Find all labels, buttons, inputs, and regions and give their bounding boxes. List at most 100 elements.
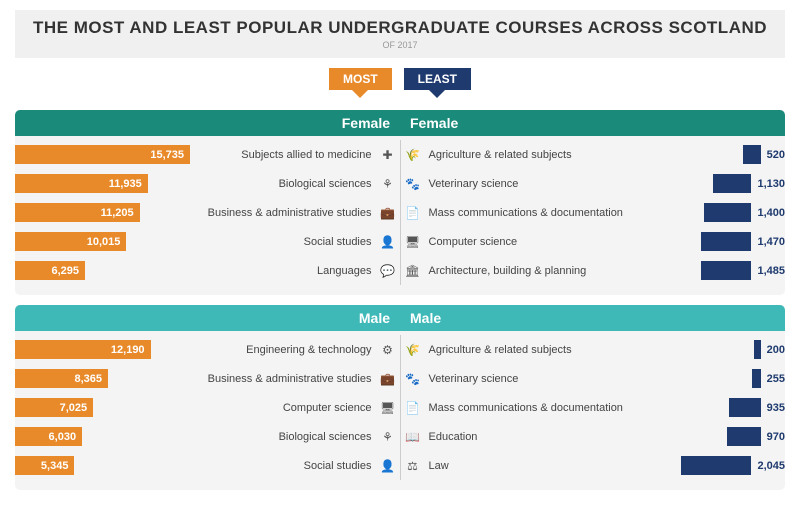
bar-value: 7,025 xyxy=(60,402,88,414)
course-label: Veterinary science xyxy=(423,373,681,385)
rows: 15,735Subjects allied to medicine✚ 🌾Agric… xyxy=(15,136,785,289)
bar-area xyxy=(681,369,761,388)
course-icon: 🏛 xyxy=(403,264,423,278)
course-icon: 🌾 xyxy=(403,343,423,357)
course-icon: 🐾 xyxy=(403,177,423,191)
table-row: 5,345 Social studies👤 ⚖Law2,045 xyxy=(15,451,785,480)
header-left-label: Female xyxy=(15,110,400,136)
table-row: 6,030Biological sciences⚘📖Education970 xyxy=(15,422,785,451)
row-least: 🌾Agriculture & related subjects520 xyxy=(403,145,786,164)
bar-area: 6,295 xyxy=(15,261,190,280)
divider xyxy=(400,198,401,227)
divider xyxy=(400,364,401,393)
course-label: Biological sciences xyxy=(190,431,378,443)
course-icon: 📖 xyxy=(403,430,423,444)
bar-value: 1,485 xyxy=(757,265,785,277)
row-least: 🖥Computer science1,470 xyxy=(403,232,786,251)
bar-value: 520 xyxy=(767,149,785,161)
course-icon: 🖥 xyxy=(378,401,398,415)
row-most: 7,025 Computer science🖥 xyxy=(15,398,398,417)
table-row: 7,025Computer science🖥📄Mass communicatio… xyxy=(15,393,785,422)
rows: 12,190Engineering & technology⚙🌾Agricult… xyxy=(15,331,785,484)
bar-most: 7,025 xyxy=(15,398,93,417)
bar-least xyxy=(752,369,761,388)
title-block: THE MOST AND LEAST POPULAR UNDERGRADUATE… xyxy=(15,10,785,58)
header-left-label: Male xyxy=(15,305,400,331)
course-label: Mass communications & documentation xyxy=(423,402,681,414)
page-subtitle: OF 2017 xyxy=(23,40,777,50)
course-icon: 💬 xyxy=(378,264,398,278)
course-label: Architecture, building & planning xyxy=(423,265,672,277)
row-most: 10,015Social studies👤 xyxy=(15,232,398,251)
row-most: 11,205 Business & administrative studies💼 xyxy=(15,203,398,222)
course-icon: 💼 xyxy=(378,372,398,386)
bar-value: 200 xyxy=(767,344,785,356)
row-most: 6,030Biological sciences⚘ xyxy=(15,427,398,446)
divider xyxy=(400,169,401,198)
bar-least xyxy=(701,261,752,280)
course-label: Veterinary science xyxy=(423,178,672,190)
legend-most-label: MOST xyxy=(329,68,392,90)
row-least: 📄Mass communications & documentation1,40… xyxy=(403,203,786,222)
bar-value: 6,295 xyxy=(51,265,79,277)
bar-most: 10,015 xyxy=(15,232,126,251)
bar-value: 5,345 xyxy=(41,460,69,472)
legend-least-label: LEAST xyxy=(404,68,471,90)
bar-value: 1,400 xyxy=(757,207,785,219)
bar-value: 2,045 xyxy=(757,460,785,472)
bar-most: 15,735 xyxy=(15,145,190,164)
bar-most: 6,030 xyxy=(15,427,82,446)
course-label: Biological sciences xyxy=(190,178,378,190)
bar-area: 7,025 xyxy=(15,398,190,417)
course-icon: ⚙ xyxy=(378,343,398,357)
divider xyxy=(400,451,401,480)
bar-area: 10,015 xyxy=(15,232,190,251)
page-title: THE MOST AND LEAST POPULAR UNDERGRADUATE… xyxy=(23,18,777,38)
course-label: Business & administrative studies xyxy=(190,207,378,219)
bar-least xyxy=(704,203,752,222)
bar-most: 12,190 xyxy=(15,340,151,359)
chevron-down-icon xyxy=(352,90,368,98)
table-row: 11,935Biological sciences⚘🐾Veterinary sc… xyxy=(15,169,785,198)
bar-area: 11,205 xyxy=(15,203,190,222)
section-header: MaleMale xyxy=(15,305,785,331)
row-least: 📄Mass communications & documentation935 xyxy=(403,398,786,417)
table-row: 8,365Business & administrative studies💼🐾… xyxy=(15,364,785,393)
legend-most: MOST xyxy=(329,68,392,98)
row-least: 🐾Veterinary science255 xyxy=(403,369,786,388)
row-most: 15,735Subjects allied to medicine✚ xyxy=(15,145,398,164)
table-row: 10,015Social studies👤 🖥Computer science1,… xyxy=(15,227,785,256)
bar-area xyxy=(671,456,751,475)
course-icon: 🖥 xyxy=(403,235,423,249)
bar-value: 8,365 xyxy=(75,373,103,385)
bar-least xyxy=(754,340,761,359)
course-label: Computer science xyxy=(190,402,378,414)
row-least: 🐾Veterinary science1,130 xyxy=(403,174,786,193)
bar-least xyxy=(701,232,751,251)
bar-area: 8,365 xyxy=(15,369,190,388)
course-label: Computer science xyxy=(423,236,672,248)
section-female: FemaleFemale15,735Subjects allied to med… xyxy=(15,110,785,295)
bar-value: 970 xyxy=(767,431,785,443)
course-icon: 👤 xyxy=(378,235,398,249)
course-label: Social studies xyxy=(190,460,378,472)
bar-area xyxy=(681,398,761,417)
bar-value: 11,205 xyxy=(101,207,134,219)
row-most: 12,190Engineering & technology⚙ xyxy=(15,340,398,359)
row-least: 📖Education 970 xyxy=(403,427,786,446)
course-label: Education xyxy=(423,431,681,443)
course-icon: 👤 xyxy=(378,459,398,473)
course-icon: ⚘ xyxy=(378,177,398,191)
bar-most: 5,345 xyxy=(15,456,74,475)
bar-value: 12,190 xyxy=(111,344,145,356)
course-icon: 💼 xyxy=(378,206,398,220)
header-right-label: Male xyxy=(400,305,785,331)
bar-area xyxy=(671,232,751,251)
divider xyxy=(400,335,401,364)
course-icon: ✚ xyxy=(378,148,398,162)
bar-value: 935 xyxy=(767,402,785,414)
row-least: ⚖Law2,045 xyxy=(403,456,786,475)
course-icon: 🌾 xyxy=(403,148,423,162)
row-most: 6,295Languages💬 xyxy=(15,261,398,280)
header-right-label: Female xyxy=(400,110,785,136)
